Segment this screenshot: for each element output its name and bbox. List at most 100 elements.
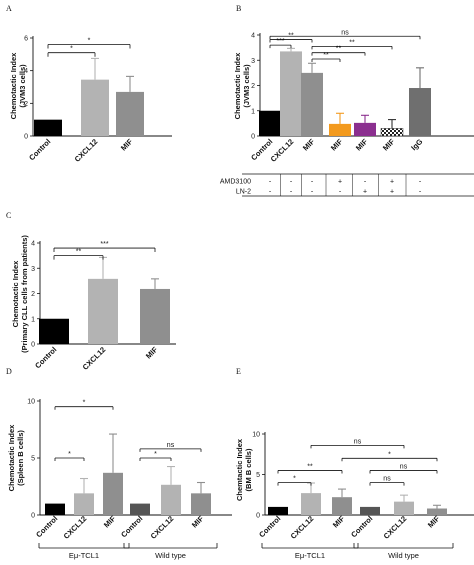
treatment-cell: - [419, 179, 422, 186]
panel-b-y-axis-label: Chemotactic Index(JVM3 cells) [233, 52, 251, 120]
panel-c-bar [88, 278, 118, 344]
panel-d-bar [103, 472, 123, 515]
treatment-cell: - [311, 189, 314, 196]
panel-c-bar [39, 318, 69, 344]
panel-d-significance-label: ns [167, 442, 175, 449]
panel-b-bar [329, 123, 351, 136]
panel-d-bar [130, 503, 150, 515]
panel-c-y-tick-label: 2 [31, 291, 35, 298]
panel-d-category-label: CXCL12 [149, 514, 176, 541]
treatment-cell: + [390, 179, 394, 186]
panel-e-bar [394, 501, 414, 515]
panel-c-y-tick-label: 1 [31, 316, 35, 323]
panel-c-y-tick-label: 0 [31, 342, 35, 349]
panel-b-category-label: CXCL12 [269, 137, 296, 164]
panel-b-bar [259, 110, 281, 136]
panel-b-bar [380, 128, 404, 137]
panel-e-category-label: Control [257, 514, 282, 539]
panel-d-category-label: CXCL12 [62, 514, 89, 541]
panel-e-y-tick-label: 0 [256, 513, 260, 520]
panel-a-bar [81, 79, 109, 136]
panel-c-bar [140, 288, 170, 344]
panel-label-a: A [6, 4, 12, 13]
panel-c-significance-label: *** [100, 241, 108, 248]
panel-e-bar [301, 493, 321, 515]
panel-b-category-label: MIF [329, 137, 345, 153]
panel-e-category-label: Control [349, 514, 374, 539]
panel-c-significance-label: ** [76, 249, 82, 256]
panel-c-y-tick-label: 3 [31, 266, 35, 273]
panel-d-y-tick-label: 0 [31, 513, 35, 520]
panel-label-d: D [6, 367, 12, 376]
panel-d-bar [45, 503, 65, 515]
panel-d-y-axis-label: Chemotactic Index(Spleen B cells) [7, 424, 25, 492]
panel-e-category-label: CXCL12 [382, 514, 409, 541]
panel-e-significance-label: ns [383, 476, 391, 483]
panel-c-category-label: MIF [144, 345, 160, 361]
panel-b-y-tick-label: 0 [251, 134, 255, 141]
panel-a-bar [34, 119, 62, 136]
panel-e-y-tick-label: 5 [256, 472, 260, 479]
panel-e-significance-label: * [293, 476, 296, 483]
panel-d-bar [161, 484, 181, 515]
panel-d-bar [191, 493, 211, 515]
panel-b-y-tick-label: 1 [251, 108, 255, 115]
panel-b-significance-label: ** [323, 52, 329, 59]
panel-e-significance-label: ns [354, 438, 362, 445]
panel-a-category-label: MIF [119, 137, 135, 153]
panel-a-y-tick-label: 0 [24, 134, 28, 141]
panel-e-y-axis-label: Chemtactic Index(BM B cells) [235, 438, 253, 501]
panel-a-y-tick-label: 6 [24, 36, 28, 43]
panel-b-category-label: MIF [301, 137, 317, 153]
panel-d-significance-label: * [83, 400, 86, 407]
panel-d-category-label: Control [34, 514, 59, 539]
panel-label-e: E [236, 367, 241, 376]
panel-d-group-label: Wild type [155, 551, 186, 560]
panel-b-category-label: IgG [409, 137, 424, 152]
panel-b-category-label: MIF [354, 137, 370, 153]
panel-e-bar [332, 497, 352, 515]
panel-e-group-label: Wild type [388, 551, 419, 560]
panel-b-category-label: MIF [381, 137, 397, 153]
panel-e-bar [268, 506, 288, 515]
panel-d-significance-label: * [68, 451, 71, 458]
panel-e-category-label: MIF [331, 514, 347, 530]
treatment-cell: - [269, 179, 272, 186]
panel-b-y-tick-label: 3 [251, 58, 255, 65]
panel-d-y-tick-label: 10 [27, 399, 35, 406]
panel-c-category-label: CXCL12 [81, 345, 108, 372]
treatment-cell: - [364, 179, 367, 186]
panel-e-bar [360, 506, 380, 515]
treatment-cell: - [339, 189, 342, 196]
treatment-cell: - [269, 189, 272, 196]
panel-e-y-tick-label: 10 [252, 432, 260, 439]
treatment-row-label: LN-2 [236, 189, 251, 196]
panel-e-significance-label: ** [307, 463, 313, 470]
panel-a-category-label: CXCL12 [73, 137, 100, 164]
treatment-cell: + [338, 179, 342, 186]
treatment-row-label: AMD3100 [220, 179, 251, 186]
panel-d-category-label: MIF [190, 514, 206, 530]
panel-c-y-axis-label: Chemotactic Index(Primary CLL cells from… [11, 235, 29, 353]
panel-a-y-axis-label: Chemotactic Index(JVM3 cells) [9, 52, 27, 120]
panel-e-significance-label: ns [400, 463, 408, 470]
panel-b-bar [409, 88, 431, 136]
treatment-cell: - [311, 179, 314, 186]
treatment-cell: + [390, 189, 394, 196]
panel-a-significance-label: * [70, 46, 73, 53]
panel-b-y-tick-label: 2 [251, 83, 255, 90]
panel-b-bar [301, 72, 323, 136]
panel-a-y-tick-label: 4 [24, 68, 28, 75]
panel-b-significance-label: *** [276, 38, 284, 45]
panel-a-significance-label: * [88, 38, 91, 45]
treatment-cell: - [290, 189, 293, 196]
panel-b-significance-label: ** [349, 39, 355, 46]
panel-e-category-label: CXCL12 [289, 514, 316, 541]
treatment-cell: - [419, 189, 422, 196]
treatment-cell: + [363, 189, 367, 196]
panel-e-significance-label: * [388, 451, 391, 458]
panel-a-bar [116, 91, 144, 136]
panel-e-bar [427, 508, 447, 515]
panel-b-bar [280, 51, 302, 136]
